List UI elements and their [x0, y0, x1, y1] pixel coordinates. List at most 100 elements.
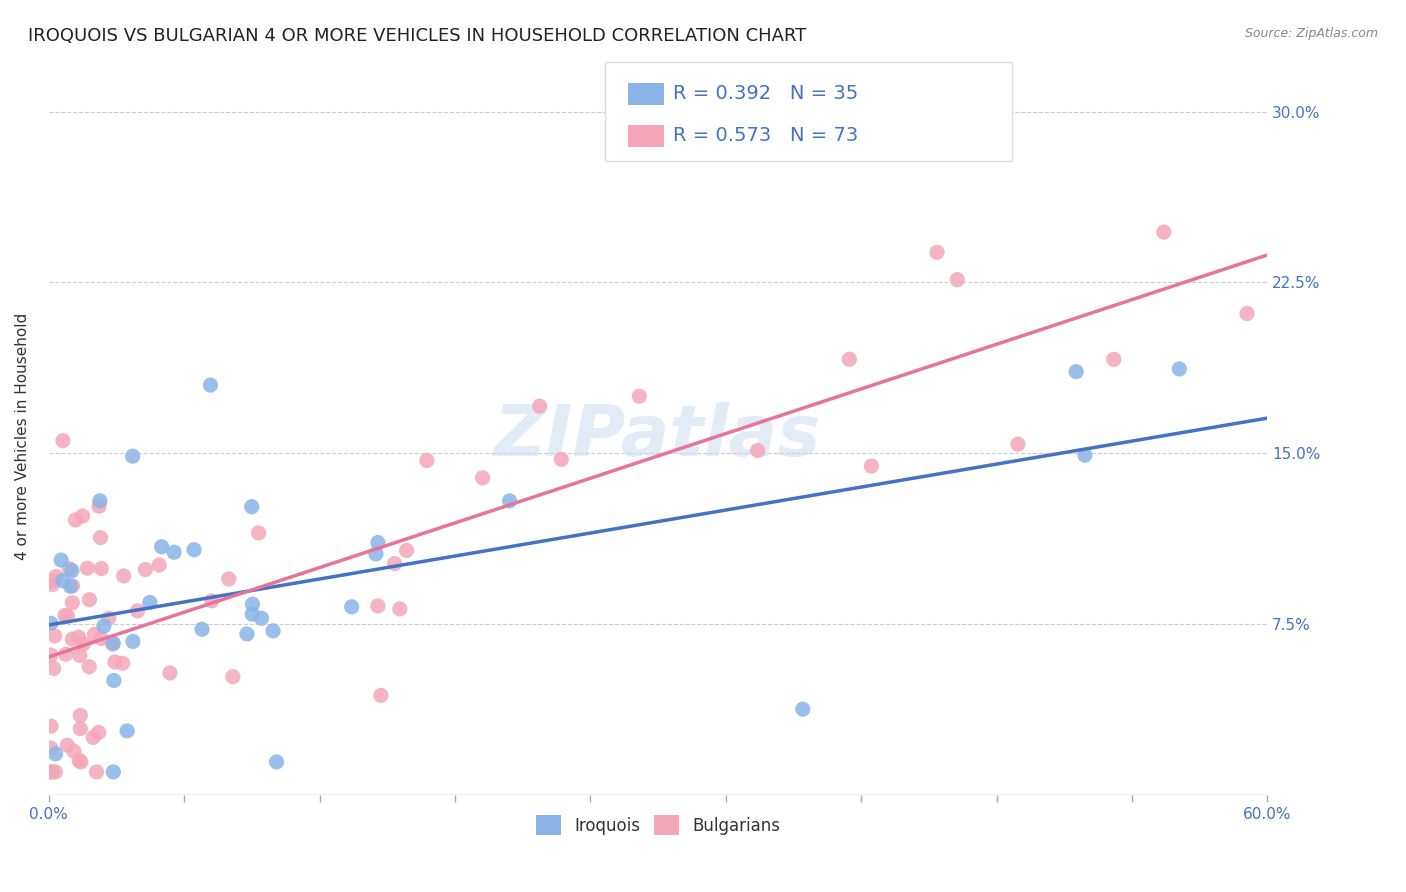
Point [1064, 365, 1087, 379]
Point [69, 722, 91, 736]
Point [222, 670, 245, 684]
Point [471, 471, 494, 485]
Legend: Iroquois, Bulgarians: Iroquois, Bulgarians [527, 806, 789, 844]
Point [183, 542, 205, 557]
Point [367, 535, 389, 549]
Point [498, 494, 520, 508]
Point [76, 561, 98, 575]
Point [62, 579, 84, 593]
Point [52, 574, 75, 588]
Point [946, 272, 969, 286]
Point [122, 634, 145, 648]
Point [200, 378, 222, 392]
Point [39, 616, 62, 631]
Point [134, 562, 156, 576]
Point [1168, 362, 1191, 376]
Point [58, 561, 80, 575]
Point [59, 579, 82, 593]
Point [747, 443, 769, 458]
Text: R = 0.392   N = 35: R = 0.392 N = 35 [673, 84, 859, 103]
Point [60, 632, 83, 646]
Text: Source: ZipAtlas.com: Source: ZipAtlas.com [1244, 27, 1378, 40]
Point [83, 627, 105, 641]
Point [529, 399, 551, 413]
Point [49, 553, 72, 567]
Point [262, 624, 284, 638]
Point [41, 574, 63, 588]
Point [86, 764, 108, 779]
Text: R = 0.573   N = 73: R = 0.573 N = 73 [673, 126, 859, 145]
Point [139, 595, 162, 609]
Point [89, 493, 111, 508]
Point [364, 547, 387, 561]
Point [201, 594, 224, 608]
Point [240, 607, 263, 622]
Point [103, 764, 125, 779]
Point [41, 577, 63, 591]
Point [60, 564, 83, 578]
Point [247, 525, 270, 540]
Point [72, 637, 94, 651]
Point [53, 608, 76, 623]
Point [792, 702, 814, 716]
Point [104, 655, 127, 669]
Point [65, 513, 87, 527]
Point [838, 352, 860, 367]
Point [115, 723, 138, 738]
Point [1102, 352, 1125, 367]
Point [44, 764, 66, 779]
Point [87, 725, 110, 739]
Point [39, 719, 62, 733]
Point [112, 569, 135, 583]
Point [266, 755, 288, 769]
Text: IROQUOIS VS BULGARIAN 4 OR MORE VEHICLES IN HOUSEHOLD CORRELATION CHART: IROQUOIS VS BULGARIAN 4 OR MORE VEHICLES… [28, 27, 807, 45]
Point [384, 557, 406, 571]
Point [250, 611, 273, 625]
Point [159, 665, 181, 680]
Point [90, 632, 112, 646]
Point [72, 509, 94, 524]
Point [77, 660, 100, 674]
Point [60, 596, 83, 610]
Point [388, 602, 411, 616]
Point [628, 389, 651, 403]
Point [103, 673, 125, 688]
Point [56, 609, 79, 624]
Point [111, 657, 134, 671]
Point [121, 449, 143, 463]
Point [148, 558, 170, 572]
Point [69, 708, 91, 723]
Text: ZIPatlas: ZIPatlas [495, 401, 821, 471]
Point [67, 630, 90, 644]
Point [236, 627, 259, 641]
Point [39, 741, 62, 756]
Point [1153, 225, 1175, 239]
Point [218, 572, 240, 586]
Point [240, 500, 263, 514]
Point [69, 648, 91, 663]
Point [340, 599, 363, 614]
Point [41, 764, 63, 779]
Point [127, 604, 149, 618]
Point [39, 764, 62, 779]
Y-axis label: 4 or more Vehicles in Household: 4 or more Vehicles in Household [15, 312, 30, 559]
Point [63, 744, 86, 758]
Point [242, 597, 264, 611]
Point [1236, 307, 1258, 321]
Point [87, 499, 110, 513]
Point [39, 648, 62, 662]
Point [45, 747, 67, 761]
Point [860, 459, 883, 474]
Point [56, 738, 79, 752]
Point [42, 661, 65, 675]
Point [82, 731, 104, 745]
Point [93, 619, 115, 633]
Point [370, 689, 392, 703]
Point [101, 637, 124, 651]
Point [89, 531, 111, 545]
Point [97, 611, 120, 625]
Point [1007, 437, 1029, 451]
Point [367, 599, 389, 613]
Point [416, 453, 439, 467]
Point [45, 569, 67, 583]
